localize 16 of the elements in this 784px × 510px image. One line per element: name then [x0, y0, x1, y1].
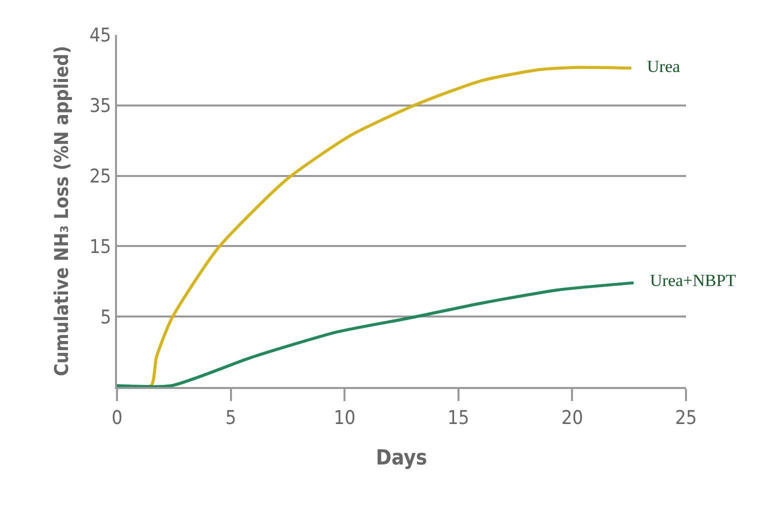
y-tick-label: 15 — [89, 236, 112, 258]
y-tick-label: 45 — [89, 24, 112, 47]
y-tick-label: 35 — [89, 95, 112, 118]
x-tick-label: 15 — [448, 406, 470, 429]
x-tick-label: 25 — [675, 406, 697, 429]
x-axis-title: Days — [376, 446, 428, 470]
line-series — [117, 281, 636, 387]
series-label: Urea+NBPT — [650, 271, 737, 290]
y-axis-title: Cumulative NH₃ Loss (%N applied) — [50, 46, 73, 376]
x-tick-label: 0 — [112, 406, 122, 429]
y-tick-label: 5 — [100, 306, 112, 328]
x-tick-label: 20 — [561, 406, 584, 429]
x-tick-label: 10 — [334, 406, 356, 429]
series-label: Urea — [647, 57, 680, 76]
x-tick-label: 5 — [225, 406, 236, 429]
y-tick-label: 25 — [89, 165, 112, 188]
